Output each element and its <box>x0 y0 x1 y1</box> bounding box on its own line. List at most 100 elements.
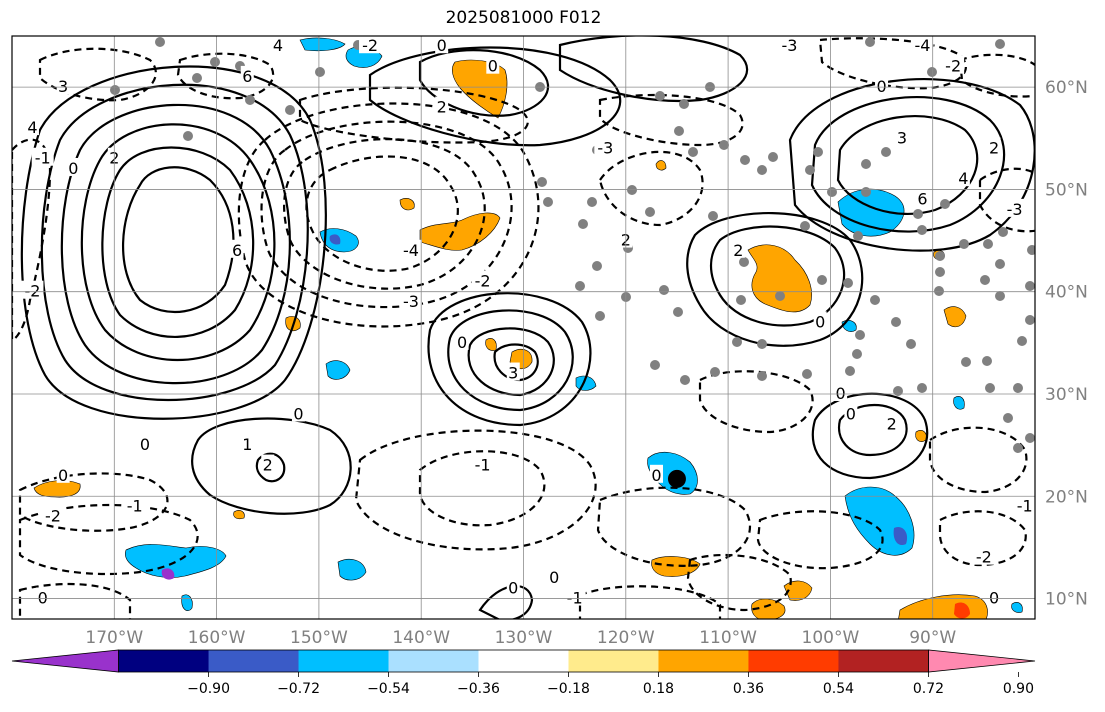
svg-text:0: 0 <box>38 589 48 608</box>
svg-text:0: 0 <box>68 159 78 178</box>
purple-patch <box>161 568 175 580</box>
lon-tick-label: 90°W <box>909 628 956 648</box>
contour-label: 4 <box>271 36 285 55</box>
contour-label: 2 <box>435 96 449 117</box>
svg-text:0: 0 <box>989 589 999 608</box>
blue-patch <box>325 360 351 380</box>
contour-label: 0 <box>56 464 70 485</box>
contour-label: 0 <box>875 76 889 96</box>
contour-label: 2 <box>885 413 899 434</box>
svg-text:-2: -2 <box>362 36 378 55</box>
svg-text:1: 1 <box>242 435 252 454</box>
svg-text:-3: -3 <box>782 36 798 55</box>
contour-label: 0 <box>291 403 305 423</box>
contour-label: -3 <box>594 137 617 158</box>
positive-contours <box>20 36 1035 619</box>
contour-label: -2 <box>21 280 44 301</box>
colorbar-swatch <box>208 650 300 672</box>
colorbar-tick-label: −0.36 <box>457 681 500 697</box>
orange-patch <box>399 198 415 211</box>
svg-text:-1: -1 <box>567 589 583 608</box>
negative-contours <box>12 37 1035 619</box>
svg-text:0: 0 <box>437 36 447 55</box>
contour-label: 0 <box>987 587 1001 608</box>
contour-label: 0 <box>138 434 152 454</box>
svg-text:0: 0 <box>876 77 886 96</box>
colorbar-swatch <box>568 650 659 672</box>
contour-label: 0 <box>36 587 50 608</box>
contour-label: -1 <box>123 495 146 515</box>
colorbar-frame <box>118 649 929 673</box>
svg-text:-2: -2 <box>24 282 40 301</box>
contour-label: 0 <box>844 403 858 423</box>
svg-text:-3: -3 <box>1007 200 1023 219</box>
svg-text:-2: -2 <box>475 271 491 290</box>
svg-text:-4: -4 <box>914 36 930 55</box>
blue-patch <box>1011 602 1023 613</box>
colorbar-tick-label: −0.18 <box>547 681 590 697</box>
svg-text:4: 4 <box>958 169 968 188</box>
svg-text:3: 3 <box>897 128 907 147</box>
contour-label: -4 <box>399 239 422 260</box>
contour-label: 2 <box>261 454 275 475</box>
contour-label: 2 <box>731 239 745 260</box>
colorbar-swatch <box>838 650 929 672</box>
map-frame <box>11 35 1036 620</box>
contour-label: -1 <box>471 454 494 475</box>
red-patch <box>954 602 970 619</box>
svg-text:3: 3 <box>508 364 518 383</box>
purple-patch <box>893 526 908 546</box>
lat-lon-grid <box>12 36 1035 619</box>
lon-tick-label: 170°W <box>85 628 143 648</box>
lat-tick-label: 60°N <box>1045 78 1088 98</box>
svg-text:2: 2 <box>437 98 447 117</box>
svg-text:-3: -3 <box>597 139 613 158</box>
contour-label: 4 <box>956 168 970 188</box>
contour-label: 0 <box>813 311 827 331</box>
contour-label: 1 <box>240 434 254 454</box>
colorbar-swatch <box>658 650 749 672</box>
latitude-labels: 60°N 50°N 40°N 30°N 20°N 10°N <box>1045 78 1088 609</box>
colorbar-swatch <box>298 650 390 672</box>
svg-text:2: 2 <box>733 241 743 260</box>
orange-patch <box>233 510 245 520</box>
orange-patch <box>655 160 667 171</box>
lon-tick-label: 120°W <box>597 628 655 648</box>
contour-label: -2 <box>41 505 64 526</box>
contour-label: 3 <box>895 127 909 147</box>
contour-label: -3 <box>399 290 422 311</box>
lon-tick-label: 100°W <box>802 628 860 648</box>
colorbar: −0.90 −0.72 −0.54 −0.36 −0.18 0.18 0.36 0.54 0.7… <box>11 649 1036 697</box>
contour-label: 0 <box>649 464 663 485</box>
contour-label: -1 <box>1013 495 1035 515</box>
lon-tick-label: 130°W <box>495 628 553 648</box>
svg-text:0: 0 <box>508 578 518 597</box>
orange-patch <box>419 212 501 251</box>
svg-text:6: 6 <box>242 67 252 86</box>
lat-tick-label: 30°N <box>1045 385 1088 405</box>
svg-text:2: 2 <box>887 415 897 434</box>
svg-text:-2: -2 <box>945 57 961 76</box>
contour-label: 0 <box>506 577 520 597</box>
lat-tick-label: 20°N <box>1045 487 1088 507</box>
lon-tick-label: 110°W <box>699 628 757 648</box>
map-title: 2025081000 F012 <box>445 8 602 28</box>
blue-patch <box>337 559 367 581</box>
svg-text:-1: -1 <box>127 496 143 515</box>
svg-text:-1: -1 <box>35 149 51 168</box>
orange-patch <box>747 244 812 313</box>
svg-text:2: 2 <box>263 456 273 475</box>
contour-label: 0 <box>455 331 469 352</box>
svg-text:0: 0 <box>815 312 825 331</box>
contour-label: -4 <box>911 36 934 55</box>
colorbar-tick-label: −0.54 <box>367 681 410 697</box>
contour-label: -1 <box>31 147 54 168</box>
svg-text:0: 0 <box>140 435 150 454</box>
svg-text:-1: -1 <box>475 456 491 475</box>
lat-tick-label: 40°N <box>1045 283 1088 303</box>
svg-text:3: 3 <box>58 77 68 96</box>
svg-text:-2: -2 <box>976 548 992 567</box>
contour-label: 0 <box>486 55 500 76</box>
purple-patch <box>329 234 341 245</box>
contour-label: -3 <box>778 36 801 55</box>
